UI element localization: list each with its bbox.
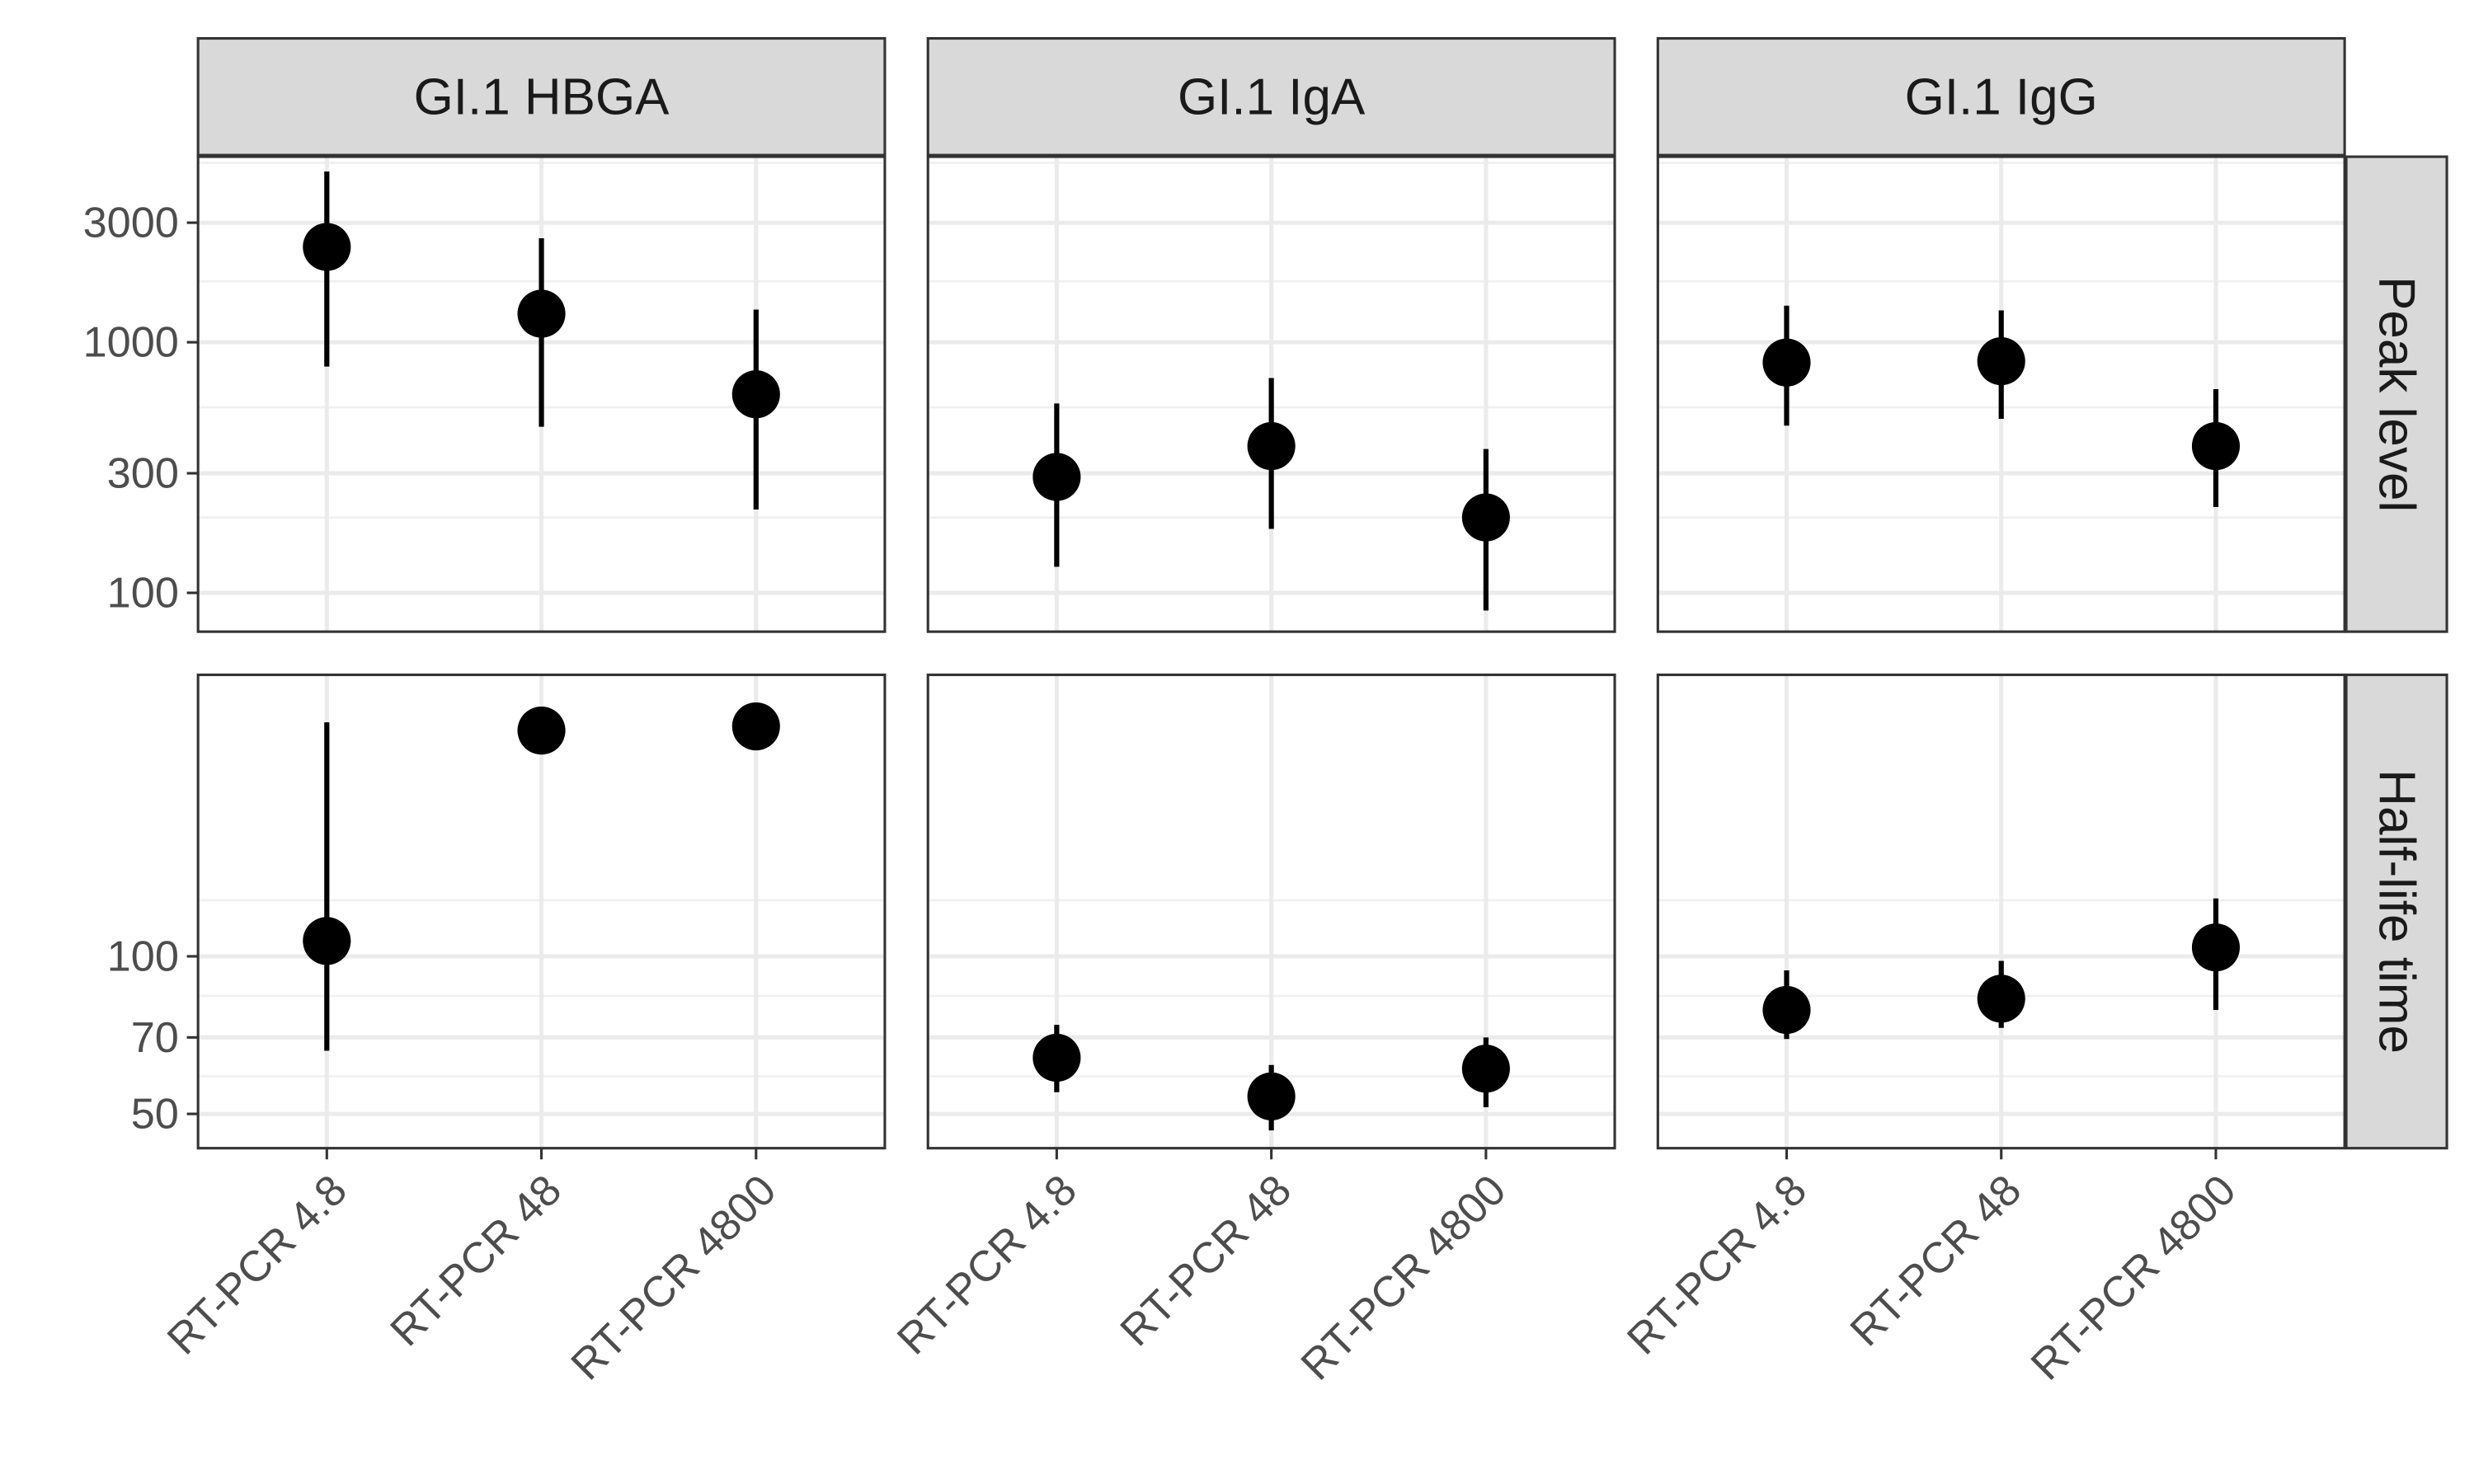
y-tick-label: 70 bbox=[131, 1014, 179, 1062]
x-tick-label: RT-PCR 4800 bbox=[562, 1166, 785, 1389]
facet-label-gi-1-iga: GI.1 IgA bbox=[1178, 69, 1366, 126]
x-tick-label: RT-PCR 48 bbox=[382, 1166, 571, 1355]
facet-label-half-life-time: Half-life time bbox=[2368, 769, 2425, 1054]
x-tick-label: RT-PCR 4800 bbox=[1292, 1166, 1515, 1389]
point-gi-1-iga-half-life-time-rt-pcr-48 bbox=[1247, 1072, 1296, 1120]
x-tick-label: RT-PCR 4.8 bbox=[158, 1166, 356, 1364]
y-tick-label: 1000 bbox=[83, 319, 179, 367]
point-gi-1-igg-peak-level-rt-pcr-48 bbox=[1977, 337, 2025, 386]
point-gi-1-iga-half-life-time-rt-pcr-4-8 bbox=[1032, 1033, 1081, 1082]
point-gi-1-igg-half-life-time-rt-pcr-4800 bbox=[2191, 923, 2241, 972]
x-tick-label: RT-PCR 4.8 bbox=[1618, 1166, 1816, 1364]
facet-label-peak-level: Peak level bbox=[2368, 276, 2425, 512]
panel-border bbox=[196, 155, 887, 633]
x-tick-label: RT-PCR 4.8 bbox=[888, 1166, 1086, 1364]
facet-strip-half-life-time bbox=[2345, 673, 2448, 1150]
y-tick-label: 3000 bbox=[83, 200, 179, 247]
y-tick-label: 300 bbox=[107, 449, 179, 497]
point-gi-1-hbga-half-life-time-rt-pcr-48 bbox=[517, 707, 566, 755]
point-gi-1-hbga-peak-level-rt-pcr-48 bbox=[517, 289, 566, 338]
facet-strip-peak-level bbox=[2345, 155, 2448, 633]
facet-strip-gi-1-hbga bbox=[196, 37, 887, 157]
point-gi-1-hbga-half-life-time-rt-pcr-4800 bbox=[731, 702, 780, 751]
point-gi-1-igg-half-life-time-rt-pcr-4-8 bbox=[1762, 985, 1811, 1035]
point-gi-1-iga-peak-level-rt-pcr-48 bbox=[1247, 422, 1296, 471]
x-tick-label: RT-PCR 48 bbox=[1841, 1166, 2030, 1355]
panel-border bbox=[926, 155, 1616, 633]
facet-label-gi-1-hbga: GI.1 HBGA bbox=[414, 69, 670, 126]
point-gi-1-igg-peak-level-rt-pcr-4-8 bbox=[1762, 338, 1811, 387]
point-gi-1-hbga-peak-level-rt-pcr-4800 bbox=[731, 370, 780, 419]
facet-strip-gi-1-igg bbox=[1656, 37, 2346, 157]
point-gi-1-iga-peak-level-rt-pcr-4800 bbox=[1461, 493, 1510, 542]
panel-border bbox=[1656, 155, 2346, 633]
facet-strip-gi-1-iga bbox=[926, 37, 1616, 157]
point-gi-1-hbga-peak-level-rt-pcr-4-8 bbox=[303, 223, 351, 271]
point-gi-1-hbga-half-life-time-rt-pcr-4-8 bbox=[303, 917, 351, 965]
point-gi-1-iga-peak-level-rt-pcr-4-8 bbox=[1032, 453, 1081, 501]
y-tick-label: 100 bbox=[107, 570, 179, 618]
point-gi-1-igg-half-life-time-rt-pcr-48 bbox=[1977, 974, 2025, 1023]
y-tick-label: 50 bbox=[131, 1091, 179, 1139]
facet-label-gi-1-igg: GI.1 IgG bbox=[1905, 69, 2098, 126]
point-gi-1-igg-peak-level-rt-pcr-4800 bbox=[2191, 422, 2241, 471]
x-tick-label: RT-PCR 48 bbox=[1112, 1166, 1300, 1355]
point-gi-1-iga-half-life-time-rt-pcr-4800 bbox=[1461, 1045, 1510, 1093]
x-tick-label: RT-PCR 4800 bbox=[2022, 1166, 2245, 1389]
y-tick-label: 100 bbox=[107, 932, 179, 980]
